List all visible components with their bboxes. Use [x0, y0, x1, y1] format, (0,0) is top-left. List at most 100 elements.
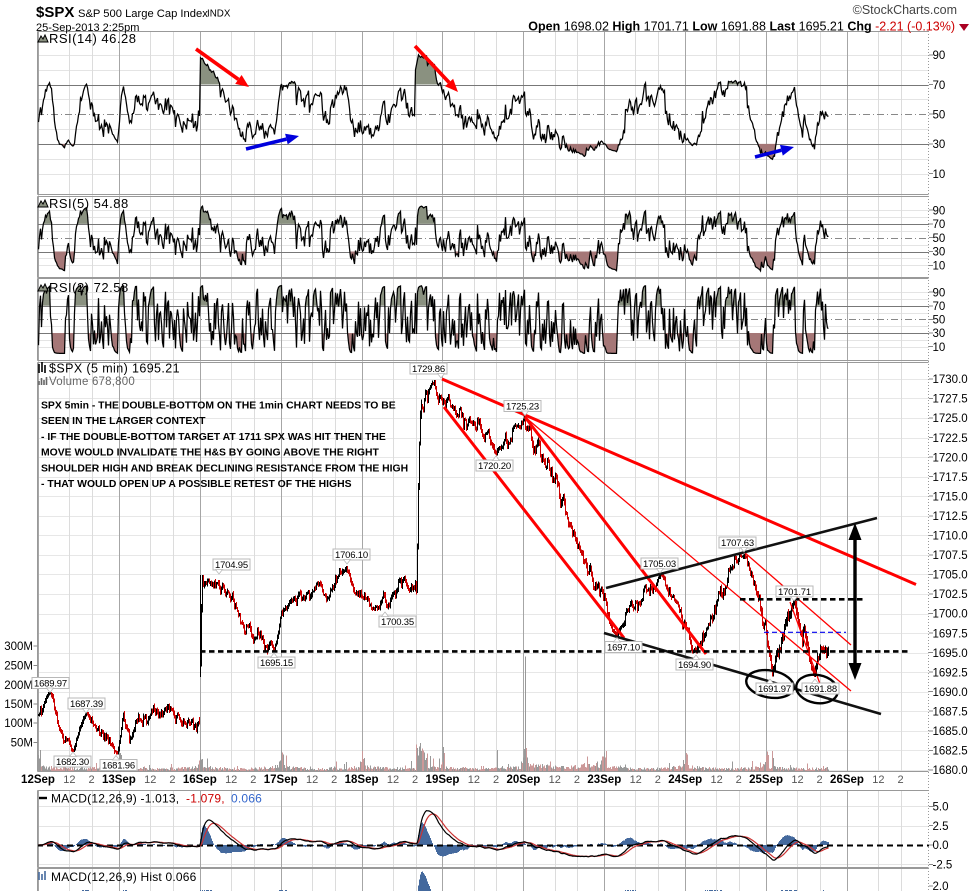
svg-text:70: 70: [933, 301, 946, 313]
svg-text:1695.0: 1695.0: [933, 648, 968, 660]
svg-text:50: 50: [933, 110, 946, 122]
svg-text:INDX: INDX: [207, 9, 231, 20]
svg-text:12Sep: 12Sep: [21, 774, 55, 786]
svg-text:10: 10: [933, 261, 946, 273]
svg-text:MACD(12,26,9) -1.013,: MACD(12,26,9) -1.013,: [51, 792, 179, 806]
svg-text:23Sep: 23Sep: [587, 774, 621, 786]
svg-text:150M: 150M: [4, 699, 33, 711]
svg-text:100M: 100M: [4, 718, 33, 730]
svg-text:10: 10: [933, 169, 946, 181]
svg-text:1697.10: 1697.10: [607, 642, 640, 653]
svg-text:1720.20: 1720.20: [478, 461, 511, 472]
svg-text:300M: 300M: [4, 641, 33, 653]
svg-text:RSI(14) 46.28: RSI(14) 46.28: [49, 31, 136, 46]
svg-text:1687.39: 1687.39: [70, 699, 103, 710]
svg-text:90: 90: [933, 287, 946, 299]
svg-text:1730.0: 1730.0: [933, 374, 968, 386]
svg-text:1697.5: 1697.5: [933, 628, 968, 640]
svg-text:Open 1698.02 High 1701.71 Low: Open 1698.02 High 1701.71 Low 1691.88 La…: [528, 20, 955, 34]
svg-text:1692.5: 1692.5: [933, 667, 968, 679]
svg-text:12: 12: [872, 774, 884, 786]
svg-text:1700.0: 1700.0: [933, 609, 968, 621]
svg-text:1715.0: 1715.0: [933, 491, 968, 503]
svg-text:2: 2: [250, 774, 256, 786]
svg-text:200M: 200M: [4, 680, 33, 692]
svg-text:2: 2: [574, 774, 580, 786]
svg-text:1725.23: 1725.23: [506, 401, 539, 412]
svg-text:-2.5: -2.5: [933, 860, 953, 872]
svg-text:1695.15: 1695.15: [260, 658, 293, 669]
svg-text:1682.5: 1682.5: [933, 746, 968, 758]
svg-text:1700.35: 1700.35: [381, 617, 414, 628]
svg-text:2: 2: [817, 774, 823, 786]
svg-text:25Sep: 25Sep: [749, 774, 783, 786]
svg-text:1727.5: 1727.5: [933, 394, 968, 406]
svg-text:5.0: 5.0: [933, 802, 949, 814]
svg-text:1707.5: 1707.5: [933, 550, 968, 562]
svg-text:2: 2: [655, 774, 661, 786]
svg-text:1707.63: 1707.63: [721, 538, 754, 549]
svg-text:1687.5: 1687.5: [933, 707, 968, 719]
svg-text:1681.96: 1681.96: [102, 760, 135, 771]
svg-text:1691.97: 1691.97: [758, 684, 791, 695]
svg-text:20Sep: 20Sep: [506, 774, 540, 786]
svg-text:13Sep: 13Sep: [102, 774, 136, 786]
svg-text:1725.0: 1725.0: [933, 413, 968, 425]
svg-text:1710.0: 1710.0: [933, 531, 968, 543]
svg-text:0.0: 0.0: [933, 840, 949, 852]
svg-text:12: 12: [791, 774, 803, 786]
svg-text:90: 90: [933, 205, 946, 217]
svg-text:16Sep: 16Sep: [183, 774, 217, 786]
svg-text:- IF THE DOUBLE-BOTTOM TARGET: - IF THE DOUBLE-BOTTOM TARGET AT 1711 SP…: [41, 432, 386, 443]
svg-text:1705.0: 1705.0: [933, 570, 968, 582]
svg-text:Volume 678,800: Volume 678,800: [49, 376, 135, 388]
svg-text:70: 70: [933, 80, 946, 92]
svg-text:1690.0: 1690.0: [933, 687, 968, 699]
svg-text:12: 12: [144, 774, 156, 786]
svg-text:50: 50: [933, 315, 946, 327]
svg-text:1685.0: 1685.0: [933, 726, 968, 738]
svg-text:19Sep: 19Sep: [426, 774, 460, 786]
svg-text:-1.079,: -1.079,: [186, 792, 225, 806]
svg-text:90: 90: [933, 50, 946, 62]
svg-text:1702.5: 1702.5: [933, 589, 968, 601]
svg-text:50: 50: [933, 233, 946, 245]
svg-text:2: 2: [897, 774, 903, 786]
svg-text:1720.0: 1720.0: [933, 452, 968, 464]
svg-text:1722.5: 1722.5: [933, 433, 968, 445]
svg-text:1706.10: 1706.10: [335, 550, 368, 561]
svg-text:12: 12: [710, 774, 722, 786]
svg-text:12: 12: [468, 774, 480, 786]
svg-text:30: 30: [933, 247, 946, 259]
svg-text:1729.86: 1729.86: [412, 364, 445, 375]
svg-text:2: 2: [169, 774, 175, 786]
svg-text:2: 2: [493, 774, 499, 786]
svg-text:17Sep: 17Sep: [264, 774, 298, 786]
svg-text:2.0: 2.0: [933, 881, 949, 891]
svg-text:50M: 50M: [11, 738, 33, 750]
svg-text:25-Sep-2013 2:25pm: 25-Sep-2013 2:25pm: [36, 22, 139, 34]
svg-text:SHOULDER HIGH AND BREAK DECLIN: SHOULDER HIGH AND BREAK DECLINING RESIST…: [41, 463, 408, 474]
svg-text:©StockCharts.com: ©StockCharts.com: [853, 3, 957, 17]
svg-text:12: 12: [63, 774, 75, 786]
svg-text:RSI(5) 54.88: RSI(5) 54.88: [49, 196, 129, 211]
svg-text:SEEN IN THE LARGER CONTEXT: SEEN IN THE LARGER CONTEXT: [41, 416, 206, 427]
svg-text:250M: 250M: [4, 661, 33, 673]
svg-text:MACD(12,26,9) Hist 0.066: MACD(12,26,9) Hist 0.066: [51, 870, 197, 884]
svg-text:12: 12: [225, 774, 237, 786]
svg-text:2: 2: [331, 774, 337, 786]
svg-text:$SPX: $SPX: [36, 4, 74, 21]
svg-text:1717.5: 1717.5: [933, 472, 968, 484]
svg-text:2: 2: [412, 774, 418, 786]
svg-text:24Sep: 24Sep: [668, 774, 702, 786]
svg-text:1694.90: 1694.90: [678, 660, 711, 671]
svg-text:18Sep: 18Sep: [345, 774, 379, 786]
svg-text:1704.95: 1704.95: [215, 560, 248, 571]
svg-text:2: 2: [736, 774, 742, 786]
svg-text:1680.0: 1680.0: [933, 765, 968, 777]
svg-text:2.5: 2.5: [933, 821, 949, 833]
svg-text:1712.5: 1712.5: [933, 511, 968, 523]
svg-text:12: 12: [387, 774, 399, 786]
svg-text:S&P 500 Large Cap Index: S&P 500 Large Cap Index: [78, 8, 208, 20]
svg-text:1701.71: 1701.71: [778, 587, 811, 598]
